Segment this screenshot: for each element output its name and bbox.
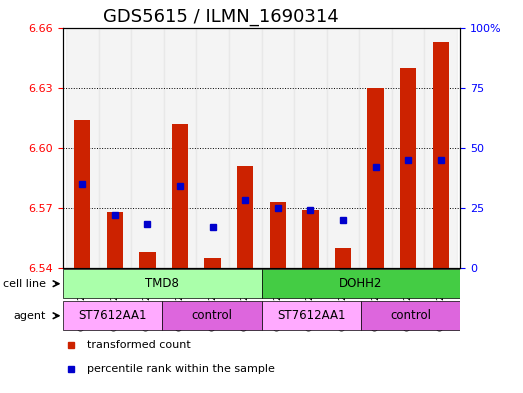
Bar (131, 28, 164, 268)
Text: DOHH2: DOHH2 (339, 277, 382, 290)
Text: ST7612AA1: ST7612AA1 (78, 309, 146, 322)
Bar (367, 88, 384, 268)
FancyBboxPatch shape (63, 269, 262, 298)
Bar (335, 248, 351, 268)
FancyBboxPatch shape (262, 269, 460, 298)
Bar (164, 28, 196, 268)
Bar (204, 258, 221, 268)
Bar (302, 209, 319, 268)
Bar (107, 212, 123, 268)
Bar (229, 28, 262, 268)
FancyBboxPatch shape (63, 301, 162, 330)
Bar (66, 28, 99, 268)
Text: cell line: cell line (3, 279, 46, 289)
Bar (237, 165, 253, 268)
FancyBboxPatch shape (262, 301, 361, 330)
Bar (294, 28, 327, 268)
FancyBboxPatch shape (162, 301, 262, 330)
Bar (99, 28, 131, 268)
Bar (139, 252, 156, 268)
Bar (74, 119, 90, 268)
Text: TMD8: TMD8 (145, 277, 179, 290)
Text: agent: agent (14, 311, 46, 321)
Text: ST7612AA1: ST7612AA1 (277, 309, 345, 322)
Bar (433, 42, 449, 268)
Bar (327, 28, 359, 268)
Bar (400, 68, 416, 268)
Bar (262, 28, 294, 268)
FancyBboxPatch shape (361, 301, 460, 330)
Text: transformed count: transformed count (87, 340, 190, 350)
Bar (196, 28, 229, 268)
Text: control: control (191, 309, 232, 322)
Bar (359, 28, 392, 268)
Text: GDS5615 / ILMN_1690314: GDS5615 / ILMN_1690314 (103, 8, 338, 26)
Text: control: control (390, 309, 431, 322)
Bar (270, 202, 286, 268)
Bar (172, 123, 188, 268)
Bar (424, 28, 457, 268)
Text: percentile rank within the sample: percentile rank within the sample (87, 364, 275, 374)
Bar (392, 28, 424, 268)
